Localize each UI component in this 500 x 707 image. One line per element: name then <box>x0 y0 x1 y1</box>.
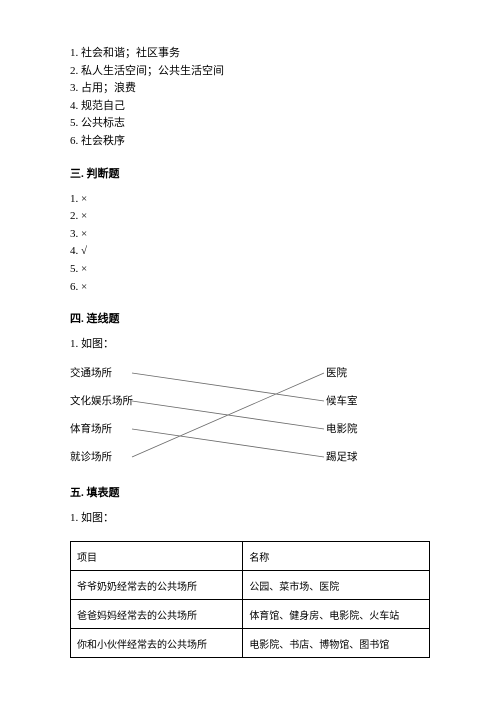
judge-list: 1. × 2. × 3. × 4. √ 5. × 6. × <box>70 191 430 297</box>
top-list-item: 2. 私人生活空间；公共生活空间 <box>70 63 430 81</box>
matching-line <box>132 373 324 401</box>
table-header-cell: 名称 <box>243 542 430 571</box>
top-list-item: 3. 占用；浪费 <box>70 80 430 98</box>
matching-right-label: 候车室 <box>326 394 358 407</box>
table-row: 爸爸妈妈经常去的公共场所 体育馆、健身房、电影院、火车站 <box>71 600 430 629</box>
matching-left-label: 交通场所 <box>70 366 112 379</box>
matching-right-label: 电影院 <box>326 422 358 435</box>
table-row: 你和小伙伴经常去的公共场所 电影院、书店、博物馆、图书馆 <box>71 629 430 658</box>
table-cell: 电影院、书店、博物馆、图书馆 <box>243 629 430 658</box>
matching-left-label: 就诊场所 <box>70 450 112 463</box>
table-row: 爷爷奶奶经常去的公共场所 公园、菜市场、医院 <box>71 571 430 600</box>
table-cell: 你和小伙伴经常去的公共场所 <box>71 629 243 658</box>
table-cell: 爸爸妈妈经常去的公共场所 <box>71 600 243 629</box>
judge-item: 4. √ <box>70 243 430 261</box>
judge-item: 3. × <box>70 226 430 244</box>
matching-line <box>132 373 324 457</box>
top-list: 1. 社会和谐；社区事务 2. 私人生活空间；公共生活空间 3. 占用；浪费 4… <box>70 45 430 151</box>
matching-right-label: 医院 <box>326 366 347 379</box>
matching-right-label: 踢足球 <box>326 450 358 463</box>
section5-intro: 1. 如图： <box>70 510 430 528</box>
top-list-item: 4. 规范自己 <box>70 98 430 116</box>
table-cell: 爷爷奶奶经常去的公共场所 <box>71 571 243 600</box>
section3-title: 三. 判断题 <box>70 165 430 181</box>
table-cell: 公园、菜市场、医院 <box>243 571 430 600</box>
matching-left-label: 文化娱乐场所 <box>70 394 133 407</box>
matching-diagram: 交通场所文化娱乐场所体育场所就诊场所 医院候车室电影院踢足球 <box>70 354 430 472</box>
matching-line <box>132 429 324 457</box>
top-list-item: 1. 社会和谐；社区事务 <box>70 45 430 63</box>
top-list-item: 6. 社会秩序 <box>70 133 430 151</box>
top-list-item: 5. 公共标志 <box>70 115 430 133</box>
fill-table: 项目 名称 爷爷奶奶经常去的公共场所 公园、菜市场、医院 爸爸妈妈经常去的公共场… <box>70 541 430 658</box>
table-cell: 体育馆、健身房、电影院、火车站 <box>243 600 430 629</box>
matching-left-label: 体育场所 <box>70 422 112 435</box>
judge-item: 2. × <box>70 208 430 226</box>
page-container: 1. 社会和谐；社区事务 2. 私人生活空间；公共生活空间 3. 占用；浪费 4… <box>0 0 500 678</box>
judge-item: 5. × <box>70 261 430 279</box>
judge-item: 6. × <box>70 279 430 297</box>
section4-title: 四. 连线题 <box>70 310 430 326</box>
section5-title: 五. 填表题 <box>70 484 430 500</box>
table-header-cell: 项目 <box>71 542 243 571</box>
section4-intro: 1. 如图： <box>70 336 430 354</box>
judge-item: 1. × <box>70 191 430 209</box>
table-header-row: 项目 名称 <box>71 542 430 571</box>
